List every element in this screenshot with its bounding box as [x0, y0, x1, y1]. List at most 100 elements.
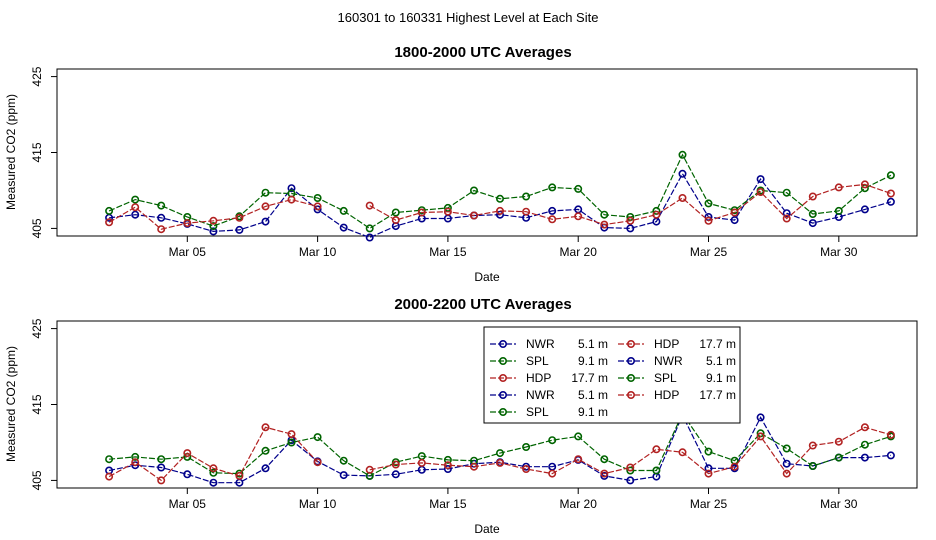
data-point-hdp — [287, 430, 296, 439]
x-tick-label: Mar 15 — [429, 245, 467, 259]
data-point-hdp — [522, 464, 531, 473]
data-point-spl — [782, 188, 791, 197]
data-point-hdp — [834, 183, 843, 192]
legend-name: HDP — [654, 337, 679, 351]
data-point-hdp — [183, 449, 192, 458]
y-tick-label: 405 — [30, 470, 44, 490]
data-point-hdp — [209, 464, 218, 473]
legend-marker-nwr — [498, 339, 507, 348]
data-point-nwr — [548, 206, 557, 215]
data-point-nwr — [261, 217, 270, 226]
panel-1800-2000: 1800-2000 UTC Averages Mar 05 Mar 10 Mar 1… — [4, 44, 918, 284]
series-line-spl — [109, 412, 892, 477]
data-point-nwr — [339, 471, 348, 480]
data-point-hdp — [313, 458, 322, 467]
data-point-spl — [574, 184, 583, 193]
y-tick-label: 415 — [30, 394, 44, 414]
data-point-hdp — [131, 458, 140, 467]
legend-name: HDP — [526, 371, 551, 385]
data-point-hdp — [391, 460, 400, 469]
legend-marker-hdp — [626, 339, 635, 348]
legend-entry-spl: SPL 9.1 m — [490, 405, 608, 419]
series-line-hdp — [108, 198, 318, 230]
data-point-hdp — [756, 432, 765, 441]
data-point-hdp — [704, 216, 713, 225]
legend-marker-spl — [626, 373, 635, 382]
panel-1-y-axis: 405 415 425 — [30, 66, 57, 238]
data-point-spl — [105, 206, 114, 215]
data-point-nwr — [626, 224, 635, 233]
data-point-spl — [261, 446, 270, 455]
legend-height: 17.7 m — [699, 388, 736, 402]
data-point-hdp — [704, 469, 713, 478]
data-point-hdp — [105, 218, 114, 227]
data-point-nwr — [339, 223, 348, 232]
panel-1-x-axis: Mar 05 Mar 10 Mar 15 Mar 20 Mar 25 Mar 30 — [169, 236, 858, 259]
y-tick-label: 405 — [30, 218, 44, 238]
data-point-nwr — [131, 210, 140, 219]
data-point-nwr — [209, 478, 218, 487]
data-point-nwr — [157, 463, 166, 472]
data-point-nwr — [756, 413, 765, 422]
data-point-hdp — [782, 214, 791, 223]
data-point-spl — [339, 456, 348, 465]
data-point-nwr — [678, 169, 687, 178]
x-tick-label: Mar 30 — [820, 245, 858, 259]
legend: NWR 5.1 m SPL 9.1 m HDP 17.7 m NWR 5.1 m SPL 9.1 … — [483, 326, 741, 424]
data-point-spl — [157, 201, 166, 210]
legend-name: HDP — [654, 388, 679, 402]
panel-2000-2200: 2000-2200 UTC Averages Mar 05 Mar 10 Mar 1… — [4, 296, 918, 536]
legend-entry-hdp: HDP 17.7 m — [490, 371, 608, 385]
data-point-spl — [261, 188, 270, 197]
data-point-spl — [365, 224, 374, 233]
legend-height: 5.1 m — [578, 388, 608, 402]
data-point-hdp — [235, 213, 244, 222]
legend-entry-spl: SPL 9.1 m — [490, 354, 608, 368]
data-point-spl — [652, 466, 661, 475]
data-point-hdp — [626, 216, 635, 225]
data-point-hdp — [313, 202, 322, 211]
series-line-nwr — [108, 413, 891, 484]
data-point-hdp — [860, 180, 869, 189]
data-point-hdp — [548, 215, 557, 224]
data-point-spl — [131, 195, 140, 204]
data-point-hdp — [886, 430, 895, 439]
data-point-nwr — [860, 453, 869, 462]
legend-entry-spl: SPL 9.1 m — [618, 371, 736, 385]
data-point-hdp — [495, 458, 504, 467]
data-point-nwr — [808, 219, 817, 228]
data-point-spl — [495, 449, 504, 458]
data-point-hdp — [808, 441, 817, 450]
data-point-hdp — [261, 423, 270, 432]
data-point-nwr — [183, 470, 192, 479]
legend-height: 9.1 m — [578, 354, 608, 368]
data-point-spl — [704, 199, 713, 208]
data-point-hdp — [105, 472, 114, 481]
data-point-nwr — [860, 205, 869, 214]
data-point-hdp — [235, 471, 244, 480]
data-point-nwr — [209, 227, 218, 236]
data-point-nwr — [730, 216, 739, 225]
series-spl — [105, 150, 895, 233]
panel-1-y-axis-label: Measured CO2 (ppm) — [4, 94, 18, 210]
data-point-spl — [808, 461, 817, 470]
figure-title: 160301 to 160331 Highest Level at Each S… — [338, 10, 599, 25]
data-point-spl — [209, 222, 218, 231]
panel-1-series — [105, 150, 895, 242]
series-line-hdp — [369, 183, 892, 226]
series-nwr — [105, 169, 895, 242]
data-point-spl — [443, 455, 452, 464]
x-tick-label: Mar 20 — [560, 245, 598, 259]
data-point-hdp — [652, 210, 661, 219]
x-tick-label: Mar 10 — [299, 497, 337, 511]
panel-2-series — [105, 409, 895, 487]
data-point-hdp — [183, 219, 192, 228]
y-tick-label: 425 — [30, 318, 44, 338]
legend-entry-hdp: HDP 17.7 m — [618, 388, 736, 402]
legend-height: 5.1 m — [578, 337, 608, 351]
data-point-spl — [548, 436, 557, 445]
data-point-nwr — [261, 464, 270, 473]
data-point-nwr — [495, 210, 504, 219]
data-point-hdp — [600, 220, 609, 229]
x-tick-label: Mar 30 — [820, 497, 858, 511]
